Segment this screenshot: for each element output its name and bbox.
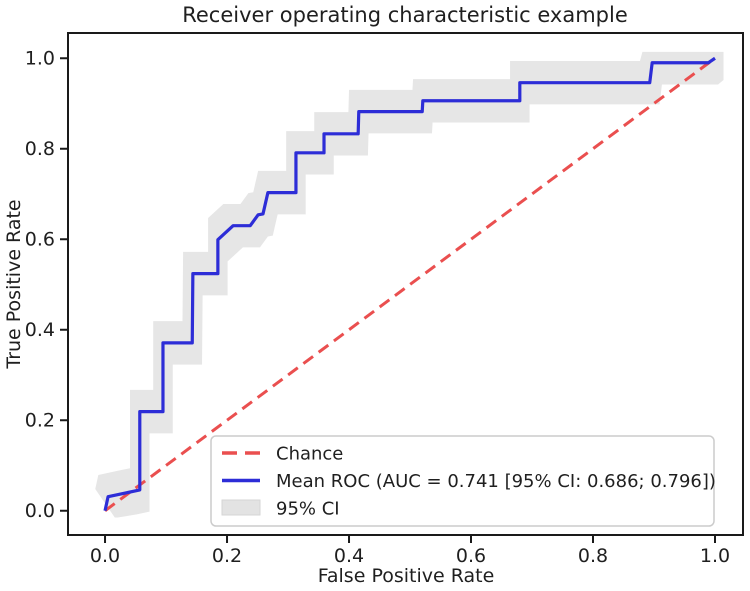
x-tick-label: 0.6 [456, 545, 486, 567]
y-tick-label: 0.4 [25, 319, 55, 341]
legend-box [210, 435, 715, 527]
x-tick-label: 0.4 [334, 545, 364, 567]
y-axis-ticks: 0.0 0.2 0.4 0.6 0.8 1.0 [25, 48, 68, 522]
x-axis-ticks: 0.0 0.2 0.4 0.6 0.8 1.0 [90, 535, 730, 567]
y-tick-label: 0.0 [25, 500, 55, 522]
legend-label-chance: Chance [276, 444, 343, 465]
y-axis-label: True Positive Rate [3, 199, 25, 369]
x-tick-label: 1.0 [700, 545, 730, 567]
legend-label-ci: 95% CI [276, 499, 340, 520]
y-tick-label: 0.2 [25, 410, 55, 432]
legend-swatch-ci-patch [221, 499, 261, 516]
legend: Chance Mean ROC (AUC = 0.741 [95% CI: 0.… [210, 435, 716, 527]
legend-label-mean-roc: Mean ROC (AUC = 0.741 [95% CI: 0.686; 0.… [276, 471, 716, 492]
y-tick-label: 1.0 [25, 48, 55, 70]
chart-title: Receiver operating characteristic exampl… [182, 3, 628, 27]
x-tick-label: 0.0 [90, 545, 120, 567]
y-tick-label: 0.8 [25, 138, 55, 160]
x-tick-label: 0.8 [578, 545, 608, 567]
chance-line [104, 57, 716, 512]
plot-frame [67, 32, 744, 536]
x-axis-label: False Positive Rate [318, 565, 495, 587]
y-tick-label: 0.6 [25, 229, 55, 251]
x-tick-label: 0.2 [212, 545, 242, 567]
confidence-band [95, 51, 724, 518]
mean-roc-line [103, 56, 716, 512]
